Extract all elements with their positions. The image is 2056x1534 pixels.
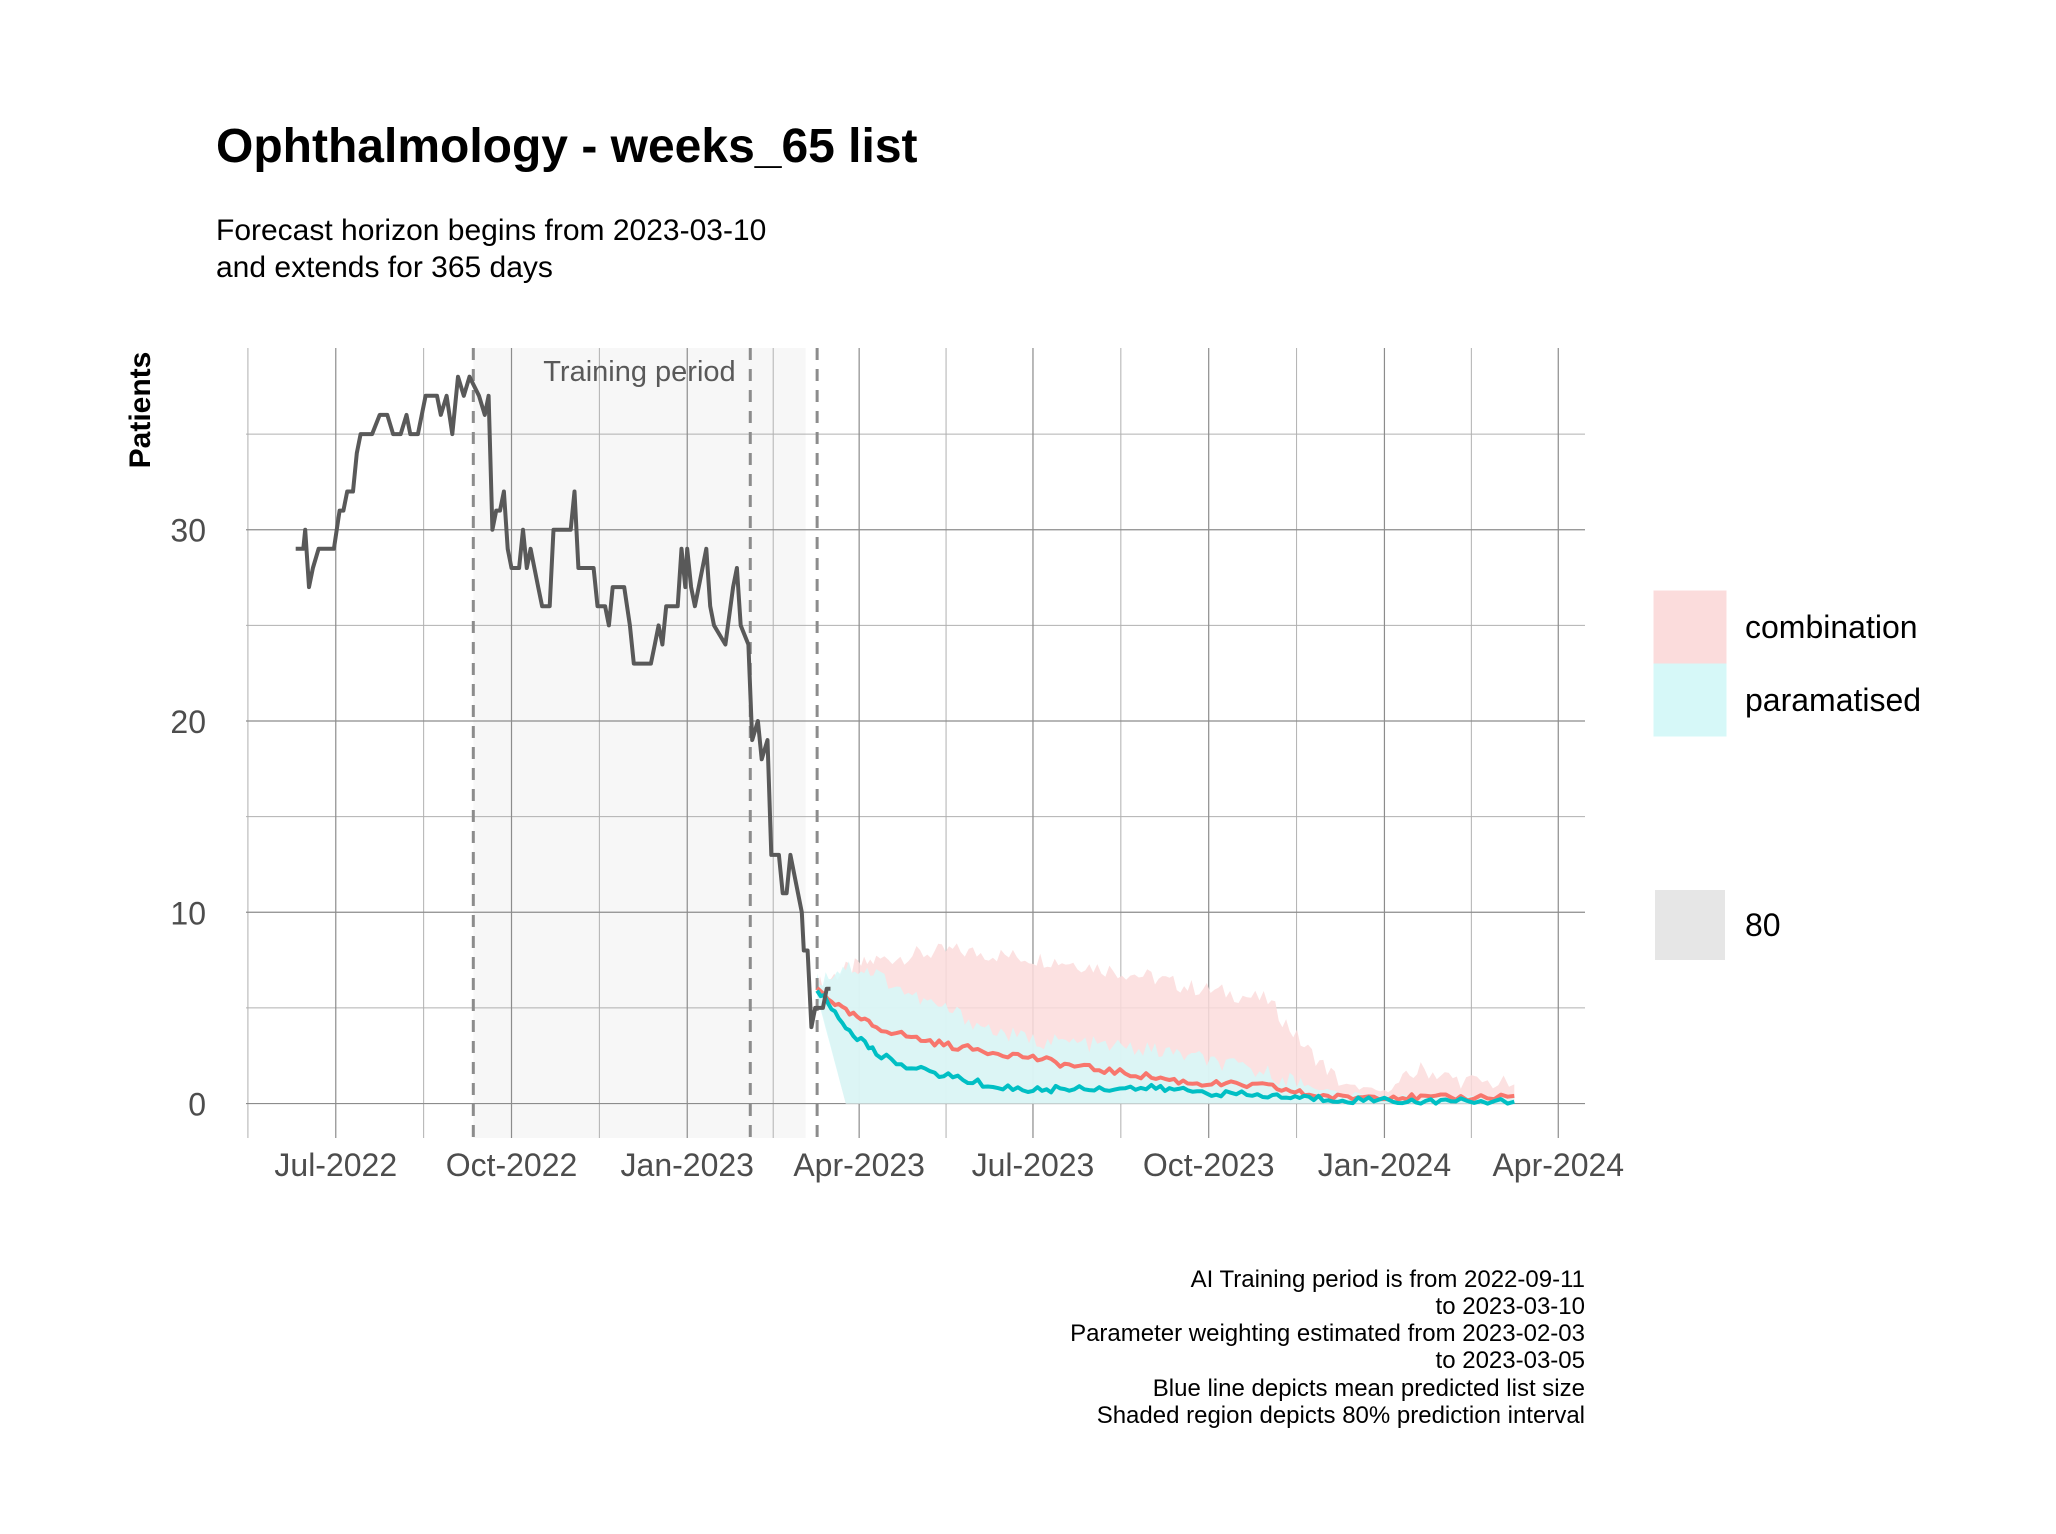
y-tick-label-0: 0	[188, 1087, 206, 1123]
x-tick-label-6: Jan-2024	[1318, 1147, 1451, 1183]
x-tick-label-1: Oct-2022	[446, 1147, 578, 1183]
legend-label-combination: combination	[1745, 609, 1918, 645]
y-tick-label-1: 10	[170, 895, 206, 931]
caption-line-5: Blue line depicts mean predicted list si…	[1153, 1375, 1585, 1402]
line-observed	[295, 374, 831, 1030]
caption-line-2: to 2023-03-10	[1436, 1293, 1585, 1320]
band-paramatised	[817, 961, 1515, 1104]
training-period-shade	[473, 348, 806, 1138]
legend-key-80	[1655, 890, 1725, 960]
caption-line-3: Parameter weighting estimated from 2023-…	[1070, 1320, 1585, 1347]
y-tick-label-2: 20	[170, 704, 206, 740]
legend: combination paramatised 80	[1653, 590, 1921, 960]
chart-title: Ophthalmology - weeks_65 list	[216, 120, 918, 173]
legend-label-80: 80	[1745, 907, 1781, 943]
y-axis-label: Patients	[124, 352, 157, 469]
x-tick-label-7: Apr-2024	[1492, 1147, 1624, 1183]
caption-line-1: AI Training period is from 2022-09-11	[1191, 1266, 1585, 1293]
y-tick-label-3: 30	[170, 513, 206, 549]
x-tick-label-5: Oct-2023	[1143, 1147, 1275, 1183]
y-axis-ticks: 0 10 20 30	[170, 513, 206, 1123]
caption-line-6: Shaded region depicts 80% prediction int…	[1097, 1402, 1585, 1429]
chart-subtitle-line-1: Forecast horizon begins from 2023-03-10	[216, 214, 766, 247]
legend-key-paramatised	[1653, 663, 1727, 737]
x-tick-label-2: Jan-2023	[621, 1147, 754, 1183]
x-tick-label-0: Jul-2022	[274, 1147, 397, 1183]
series-lines	[295, 374, 1515, 1106]
caption-line-4: to 2023-03-05	[1436, 1347, 1585, 1374]
x-tick-label-4: Jul-2023	[972, 1147, 1095, 1183]
prediction-bands	[817, 943, 1515, 1104]
x-axis-ticks: Jul-2022 Oct-2022 Jan-2023 Apr-2023 Jul-2023…	[274, 1147, 1624, 1183]
legend-key-combination	[1653, 590, 1727, 664]
line-paramatised	[815, 989, 1515, 1106]
x-tick-label-3: Apr-2023	[793, 1147, 925, 1183]
training-period-label: Training period	[543, 356, 735, 388]
grid-major	[246, 348, 1585, 1138]
legend-label-paramatised: paramatised	[1745, 682, 1921, 718]
caption: AI Training period is from 2022-09-11 to…	[1070, 1266, 1585, 1429]
chart-subtitle-line-2: and extends for 365 days	[216, 251, 553, 284]
